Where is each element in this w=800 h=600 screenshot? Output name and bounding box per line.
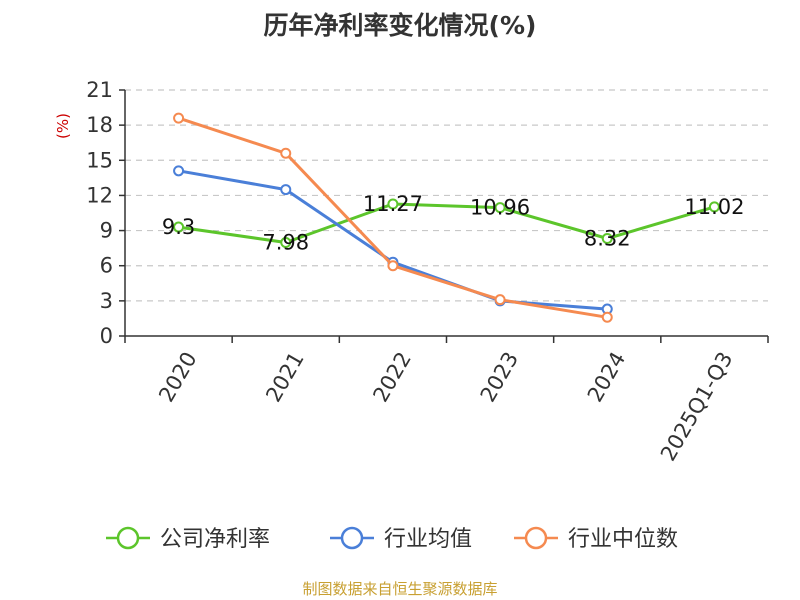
data-label: 11.02: [684, 195, 744, 219]
x-tick-label: 2021: [261, 348, 309, 406]
series-line: [178, 116, 608, 319]
legend[interactable]: 公司净利率 行业均值 行业中位数: [106, 526, 678, 552]
x-tick-label: 2025Q1-Q3: [656, 348, 738, 465]
legend-swatch-marker: [116, 526, 140, 550]
source-note: 制图数据来自恒生聚源数据库: [302, 580, 497, 598]
legend-label: 公司净利率: [160, 527, 270, 552]
legend-swatch-marker: [524, 526, 548, 550]
y-axis-unit: (%): [54, 113, 72, 139]
data-point[interactable]: [494, 294, 506, 306]
data-label: 7.98: [262, 231, 309, 255]
data-point[interactable]: [280, 237, 292, 249]
data-point[interactable]: [387, 198, 399, 210]
y-tick-label: 0: [100, 324, 113, 348]
legend-item[interactable]: 公司净利率: [106, 526, 270, 552]
x-tick-label: 2022: [368, 348, 416, 406]
data-point[interactable]: [280, 147, 292, 159]
data-point[interactable]: [601, 233, 613, 245]
series-lines: [173, 112, 720, 323]
grid-lines: [125, 89, 768, 302]
data-point[interactable]: [280, 184, 292, 196]
y-tick-label: 12: [86, 183, 113, 207]
legend-swatch-marker: [340, 526, 364, 550]
data-label: 8.32: [584, 227, 631, 251]
y-tick-label: 15: [86, 148, 113, 172]
data-point[interactable]: [601, 311, 613, 323]
data-point[interactable]: [173, 165, 185, 177]
data-label: 10.96: [470, 196, 530, 220]
data-label: 9.3: [162, 215, 195, 239]
x-tick-label: 2020: [154, 348, 202, 406]
data-labels: 9.3 7.98 11.27 10.96 8.32 11.02: [162, 192, 745, 255]
legend-label: 行业中位数: [568, 527, 678, 552]
y-tick-label: 21: [86, 78, 113, 102]
chart-title: 历年净利率变化情况(%): [264, 11, 537, 40]
data-point[interactable]: [708, 201, 720, 213]
y-tick-label: 3: [100, 289, 113, 313]
data-point[interactable]: [173, 221, 185, 233]
data-point[interactable]: [494, 202, 506, 214]
y-tick-label: 6: [100, 254, 113, 278]
legend-item[interactable]: 行业均值: [330, 526, 472, 552]
y-tick-label: 18: [86, 113, 113, 137]
series-line: [178, 202, 715, 244]
y-tick-label: 9: [100, 219, 113, 243]
data-label: 11.27: [363, 192, 423, 216]
data-point[interactable]: [173, 112, 185, 124]
x-tick-label: 2023: [476, 348, 524, 406]
legend-label: 行业均值: [384, 527, 472, 552]
axes: 0 3 6 9 12 15 18 21 2020 2021 2022 2023 2024 2025Q1-Q…: [86, 78, 769, 465]
data-point[interactable]: [387, 260, 399, 272]
legend-item[interactable]: 行业中位数: [514, 526, 678, 552]
x-tick-label: 2024: [583, 348, 631, 406]
